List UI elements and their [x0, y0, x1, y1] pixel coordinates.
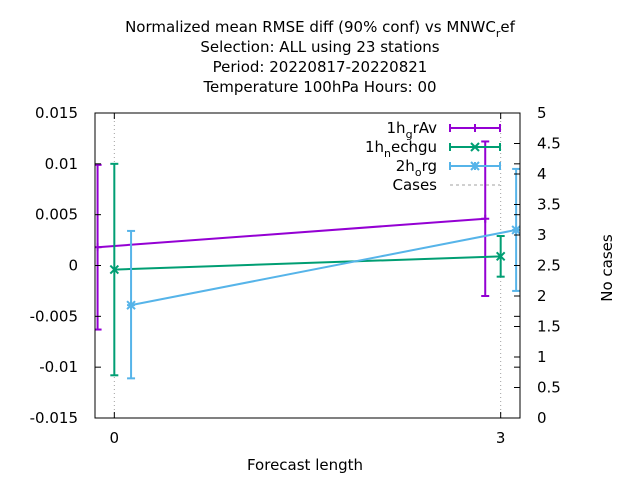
series-0: [95, 140, 490, 331]
y-tick-label: -0.01: [39, 358, 78, 376]
x-tick-label: 0: [110, 429, 120, 447]
y2-tick-label: 4: [537, 165, 547, 183]
title-line: Selection: ALL using 23 stations: [200, 38, 439, 56]
y-tick-label: 0.01: [45, 155, 78, 173]
marker-stroke: [470, 142, 480, 152]
y-tick-label: 0: [68, 257, 78, 275]
y2-tick-label: 1.5: [537, 318, 561, 336]
legend-label: Cases: [392, 176, 437, 194]
marker-stroke: [109, 264, 120, 275]
y2-axis: 0 0.5 1 1.5 2 2.5 3 3.5 4 4.5 5: [514, 104, 561, 427]
y-tick-label: 0.015: [35, 104, 78, 122]
y2-tick-label: 4.5: [537, 135, 561, 153]
y2-tick-label: 5: [537, 104, 547, 122]
y2-tick-label: 3: [537, 226, 547, 244]
marker-stroke: [495, 251, 506, 262]
y-tick-label: -0.015: [30, 409, 78, 427]
y2-axis-label: No cases: [598, 234, 616, 302]
y-tick-label: -0.005: [30, 307, 78, 325]
series-2: [126, 167, 520, 380]
chart-title: Normalized mean RMSE diff (90% conf) vs …: [125, 18, 516, 96]
grid: [113, 113, 502, 418]
marker-stroke: [126, 300, 136, 310]
series-1: [109, 162, 506, 377]
series-line: [114, 255, 501, 271]
x-tick-label: 3: [496, 429, 506, 447]
plot-frame: [94, 112, 521, 419]
title-line: Temperature 100hPa Hours: 00: [202, 78, 436, 96]
legend-label: 1hnechgu: [365, 138, 437, 160]
y2-tick-label: 2.5: [537, 257, 561, 275]
x-axis-label: Forecast length: [247, 456, 363, 474]
series-line: [97, 217, 486, 249]
title-line: Period: 20220817-20220821: [213, 58, 428, 76]
legend-label: 2horg: [396, 157, 437, 179]
legend-label: 1hgrAv: [387, 119, 438, 141]
y2-tick-label: 1: [537, 348, 547, 366]
y2-tick-label: 0: [537, 409, 547, 427]
y-tick-label: 0.005: [35, 206, 78, 224]
y2-tick-label: 2: [537, 287, 547, 305]
y2-tick-label: 0.5: [537, 379, 561, 397]
title-line: Normalized mean RMSE diff (90% conf) vs …: [125, 18, 516, 40]
y2-tick-label: 3.5: [537, 196, 561, 214]
marker-stroke: [470, 161, 480, 171]
series-line: [130, 228, 517, 307]
series-layer: [95, 140, 520, 380]
marker-stroke: [511, 225, 520, 235]
y-axis: -0.015 -0.01 -0.005 0 0.005 0.01 0.015: [30, 104, 520, 427]
